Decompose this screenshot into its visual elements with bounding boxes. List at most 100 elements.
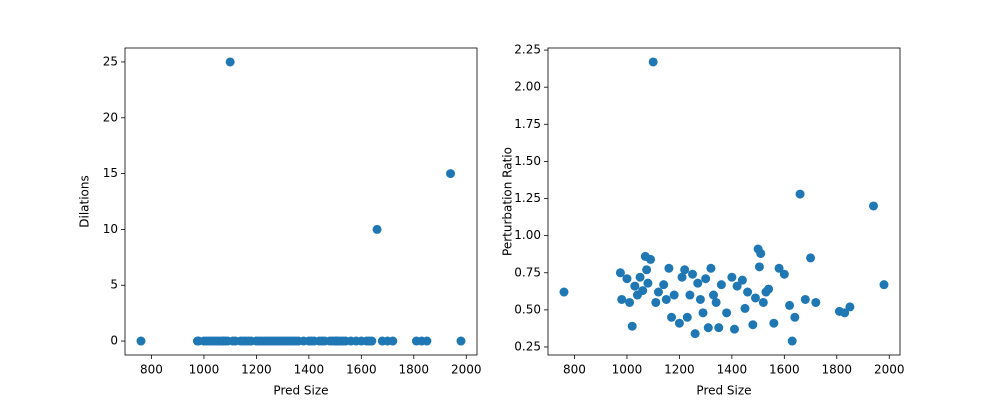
point — [688, 269, 698, 279]
point — [669, 290, 679, 300]
point — [559, 287, 569, 297]
y-tick-label: 15 — [103, 166, 118, 180]
point — [879, 280, 889, 290]
point — [716, 280, 726, 290]
point — [630, 281, 640, 291]
y-tick-label: 5 — [110, 278, 118, 292]
point — [785, 300, 795, 310]
point — [714, 323, 724, 333]
point — [711, 297, 721, 307]
point — [388, 336, 398, 346]
point — [840, 308, 850, 318]
y-tick-label: 1.25 — [514, 191, 541, 205]
x-tick-label: 800 — [140, 363, 163, 377]
point — [769, 318, 779, 328]
y-tick-label: 2.25 — [514, 43, 541, 57]
point — [646, 254, 656, 264]
point — [787, 336, 797, 346]
point — [811, 297, 821, 307]
point — [737, 275, 747, 285]
x-tick-label: 800 — [563, 363, 586, 377]
y-tick-label: 0.50 — [514, 302, 541, 316]
point — [642, 265, 652, 275]
point — [659, 280, 669, 290]
x-tick-label: 1800 — [399, 363, 430, 377]
y-tick-label: 25 — [103, 54, 118, 68]
y-tick-label: 2.00 — [514, 80, 541, 94]
x-tick-label: 2000 — [451, 363, 482, 377]
x-tick-label: 1000 — [189, 363, 220, 377]
point — [701, 274, 711, 284]
y-axis-label: Dilations — [78, 175, 92, 228]
point — [869, 201, 879, 211]
axes-frame — [547, 47, 901, 356]
y-axis-label: Perturbation Ratio — [501, 147, 515, 256]
point — [615, 268, 625, 278]
point — [754, 262, 764, 272]
y-tick-label: 0.75 — [514, 265, 541, 279]
point — [456, 336, 466, 346]
x-tick-label: 1200 — [241, 363, 272, 377]
y-tick-label: 0 — [110, 334, 118, 348]
point — [625, 297, 635, 307]
point — [764, 284, 774, 294]
x-tick-label: 1800 — [822, 363, 853, 377]
point — [664, 263, 674, 273]
x-axis-label: Pred Size — [273, 384, 328, 398]
point — [774, 263, 784, 273]
x-tick-label: 1400 — [717, 363, 748, 377]
x-tick-label: 1600 — [346, 363, 377, 377]
point — [795, 189, 805, 199]
y-tick-label: 1.75 — [514, 117, 541, 131]
point — [743, 287, 753, 297]
point — [709, 290, 719, 300]
point — [722, 308, 732, 318]
point — [758, 297, 768, 307]
point — [661, 294, 671, 304]
point — [638, 286, 648, 296]
point — [653, 287, 663, 297]
point — [706, 263, 716, 273]
x-tick-label: 2000 — [874, 363, 905, 377]
point — [446, 169, 456, 179]
point — [779, 269, 789, 279]
y-tick-label: 1.50 — [514, 154, 541, 168]
point — [732, 281, 742, 291]
point — [651, 297, 661, 307]
x-tick-label: 1000 — [612, 363, 643, 377]
point — [790, 312, 800, 322]
y-tick-label: 10 — [103, 222, 118, 236]
point — [750, 293, 760, 303]
point — [372, 224, 382, 234]
point — [756, 248, 766, 258]
point — [800, 294, 810, 304]
point — [682, 312, 692, 322]
x-tick-label: 1600 — [769, 363, 800, 377]
point — [680, 265, 690, 275]
point — [690, 329, 700, 339]
point — [845, 302, 855, 312]
point — [740, 303, 750, 313]
point — [698, 308, 708, 318]
point — [648, 57, 658, 67]
point — [422, 336, 432, 346]
x-tick-label: 1400 — [294, 363, 325, 377]
point — [627, 321, 637, 331]
point — [635, 272, 645, 282]
point — [677, 272, 687, 282]
point — [667, 312, 677, 322]
point — [643, 278, 653, 288]
x-axis-label: Pred Size — [696, 384, 751, 398]
y-tick-label: 1.00 — [514, 228, 541, 242]
y-tick-label: 0.25 — [514, 339, 541, 353]
axes-frame — [124, 47, 478, 356]
point — [703, 323, 713, 333]
point — [727, 272, 737, 282]
point — [622, 274, 632, 284]
point — [695, 294, 705, 304]
point — [748, 320, 758, 330]
x-tick-label: 1200 — [664, 363, 695, 377]
point — [225, 57, 235, 67]
point — [685, 290, 695, 300]
